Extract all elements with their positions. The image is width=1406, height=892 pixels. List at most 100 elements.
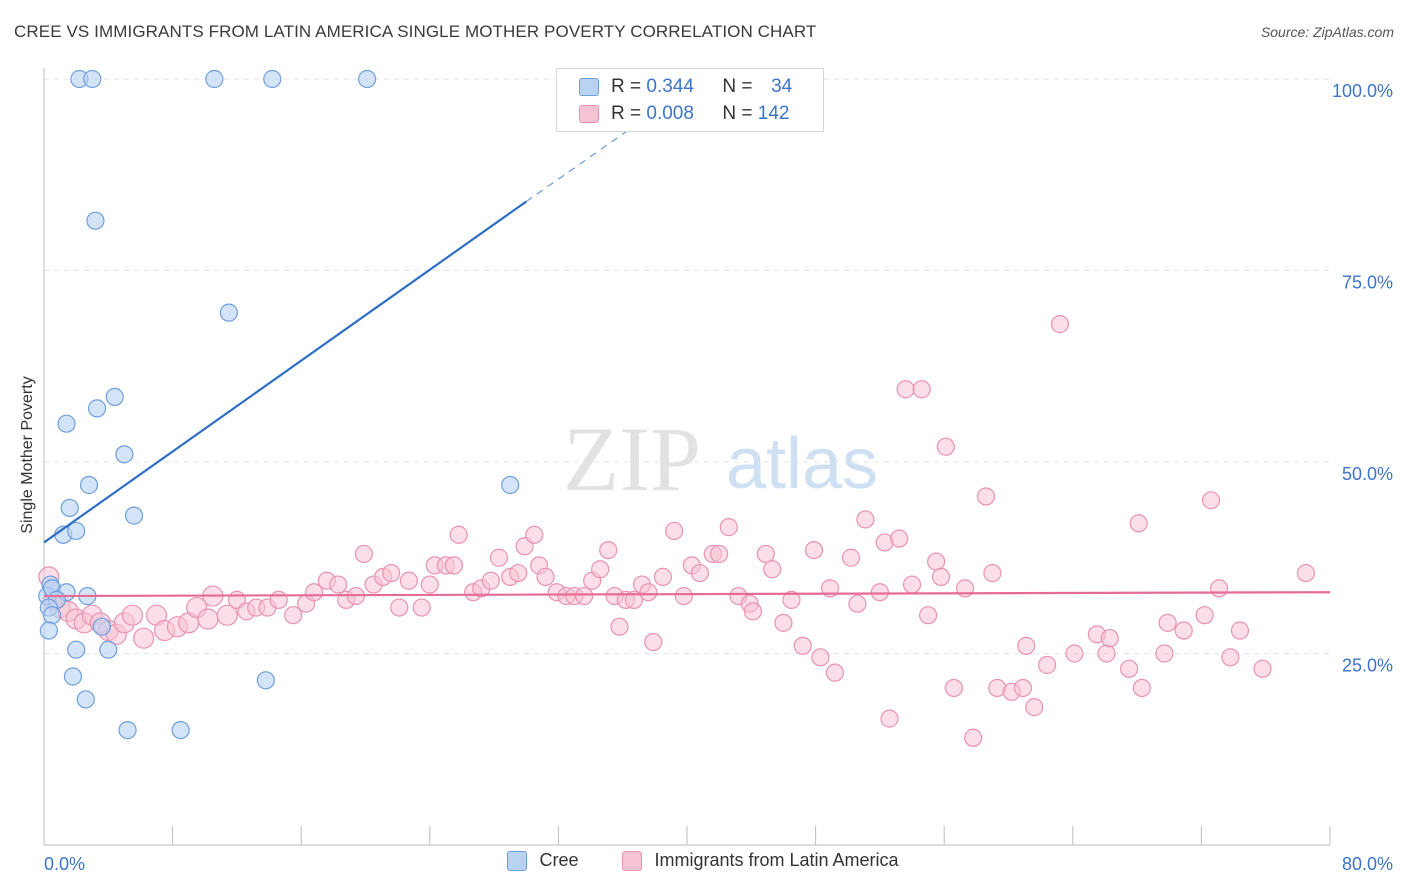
- latin-point: [890, 529, 909, 548]
- latin-point: [936, 437, 955, 456]
- latin-point: [825, 663, 844, 682]
- latin-point: [354, 544, 373, 564]
- latin-point: [591, 560, 610, 579]
- legend-label-latin: Immigrants from Latin America: [654, 850, 899, 870]
- cree-point: [67, 521, 86, 541]
- latin-point: [1025, 698, 1044, 717]
- latin-point: [964, 728, 983, 747]
- y-axis-label: Single Mother Poverty: [19, 376, 36, 533]
- latin-point: [449, 525, 468, 544]
- latin-point: [1129, 514, 1148, 533]
- latin-point: [489, 548, 509, 567]
- latin-swatch: [579, 105, 599, 123]
- latin-point: [719, 518, 738, 537]
- cree-point: [67, 640, 86, 659]
- latin-point: [902, 575, 922, 594]
- y-tick-label: 100.0%: [1332, 81, 1393, 101]
- cree-point: [76, 690, 95, 709]
- latin-point: [1221, 648, 1240, 667]
- latin-point: [1013, 678, 1033, 698]
- x-tick-label: 0.0%: [44, 854, 85, 874]
- latin-point: [944, 678, 963, 698]
- cree-point: [83, 69, 102, 89]
- latin-point: [674, 586, 693, 606]
- latin-point: [1050, 315, 1070, 334]
- cree-swatch: [507, 850, 528, 871]
- latin-point: [653, 567, 672, 587]
- cree-point: [39, 621, 58, 640]
- latin-point: [1158, 613, 1177, 632]
- latin-point: [856, 510, 875, 529]
- latin-point: [644, 632, 663, 652]
- latin-point: [509, 563, 528, 583]
- cree-point: [86, 211, 105, 230]
- latin-point: [1296, 563, 1315, 583]
- n-label: N =: [722, 76, 753, 97]
- axes: [43, 68, 1331, 846]
- latin-point: [444, 556, 464, 575]
- latin-series: [38, 315, 1315, 747]
- watermark-zip: ZIP: [563, 408, 701, 510]
- latin-point: [793, 636, 812, 655]
- cree-point: [60, 498, 79, 518]
- latin-point: [1209, 579, 1229, 598]
- latin-point: [329, 575, 348, 594]
- latin-point: [399, 571, 419, 590]
- x-tick-label: 80.0%: [1342, 854, 1393, 874]
- latin-point: [269, 590, 288, 609]
- chart-title: CREE VS IMMIGRANTS FROM LATIN AMERICA SI…: [14, 22, 817, 41]
- r-label: R =: [611, 76, 642, 97]
- cree-point: [99, 640, 118, 659]
- cree-point: [57, 414, 76, 433]
- legend-item-cree[interactable]: Cree: [507, 850, 578, 871]
- cree-point: [87, 399, 107, 418]
- latin-point: [763, 560, 782, 579]
- cree-point: [79, 475, 99, 495]
- cree-point: [358, 69, 377, 89]
- latin-point: [710, 544, 729, 564]
- source-label: Source: ZipAtlas.com: [1260, 24, 1394, 40]
- latin-point: [919, 606, 938, 625]
- legend-item-latin[interactable]: Immigrants from Latin America: [622, 850, 899, 871]
- y-tick-label: 25.0%: [1342, 656, 1393, 676]
- latin-point: [121, 604, 144, 626]
- latin-point: [976, 487, 996, 506]
- r-value: 0.344: [646, 76, 694, 97]
- latin-point: [599, 540, 618, 560]
- latin-swatch: [622, 850, 643, 871]
- latin-point: [1201, 491, 1221, 510]
- watermark-atlas: atlas: [726, 424, 878, 504]
- cree-point: [219, 303, 238, 322]
- latin-point: [1119, 659, 1139, 678]
- n-value: 142: [757, 103, 790, 124]
- latin-point: [927, 552, 946, 571]
- bottom-legend: Cree Immigrants from Latin America: [0, 850, 1406, 871]
- latin-trend-line: [43, 591, 1331, 598]
- latin-point: [536, 567, 555, 587]
- latin-point: [1017, 636, 1036, 655]
- cree-point: [42, 606, 62, 625]
- y-tick-label: 75.0%: [1342, 273, 1393, 293]
- latin-point: [931, 567, 951, 587]
- latin-point: [639, 583, 658, 602]
- latin-point: [284, 606, 303, 625]
- cree-point: [92, 617, 111, 636]
- latin-point: [880, 709, 899, 728]
- latin-point: [743, 602, 763, 621]
- latin-point: [983, 563, 1002, 583]
- legend-row-cree: R = 0.344 N = 34: [579, 74, 792, 100]
- cree-swatch: [579, 78, 599, 96]
- legend-row-latin: R = 0.008 N = 142: [579, 101, 789, 127]
- legend-label-cree: Cree: [539, 850, 579, 870]
- latin-point: [133, 627, 155, 649]
- r-label: R =: [611, 103, 642, 124]
- latin-point: [1195, 606, 1214, 625]
- latin-point: [382, 563, 401, 583]
- cree-point: [263, 69, 282, 89]
- latin-point: [390, 598, 409, 617]
- cree-point: [118, 720, 137, 740]
- latin-point: [1230, 621, 1250, 640]
- watermark: ZIP atlas: [563, 408, 878, 510]
- latin-point: [1132, 678, 1152, 698]
- latin-point: [690, 563, 709, 583]
